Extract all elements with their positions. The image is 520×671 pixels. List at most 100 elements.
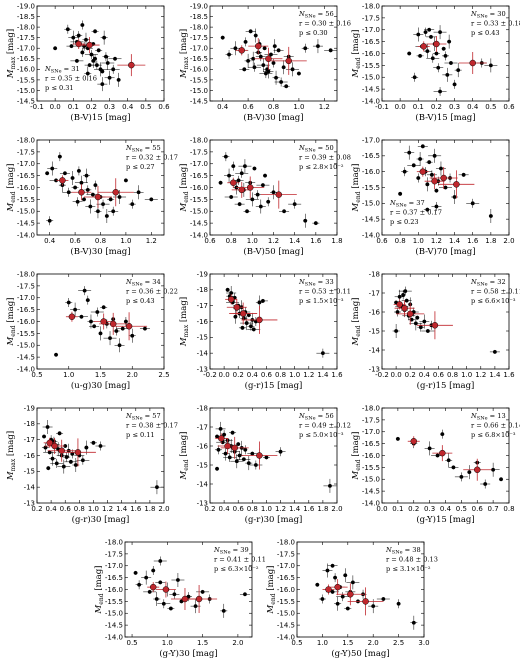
data-point	[240, 325, 245, 330]
data-area	[220, 28, 337, 89]
data-point	[255, 192, 260, 197]
x-tick-label: 1.2	[102, 505, 113, 513]
x-tick-label: 1.0	[88, 505, 99, 513]
axes-frame	[36, 5, 165, 102]
data-point	[222, 432, 227, 437]
x-tick-label: 1.8	[485, 237, 496, 245]
y-tick-label: -14.5	[362, 86, 380, 94]
y-tick-label: -18.0	[190, 136, 208, 144]
data-point	[398, 191, 403, 196]
data-point	[239, 171, 244, 176]
y-tick-label: -18.5	[17, 13, 35, 21]
binned-point	[51, 442, 58, 450]
y-tick-label: -15.5	[277, 598, 295, 606]
data-point	[467, 470, 472, 475]
y-tick-label: -14.5	[362, 216, 380, 224]
data-point	[272, 44, 277, 49]
data-point	[251, 56, 256, 61]
stat-line: r = 0.32 ± 0.17	[126, 154, 178, 162]
y-tick-label: -18.0	[277, 538, 295, 546]
data-area	[392, 286, 500, 354]
binned-point	[325, 586, 332, 593]
data-point	[143, 326, 147, 331]
y-tick-label: -18.0	[17, 24, 35, 32]
binned-point	[255, 42, 262, 50]
x-tick-label: 0.2	[408, 505, 419, 513]
y-tick-label: -16.0	[105, 586, 123, 594]
panel-p5: 0.6 0.8 1.0 1.2 1.4 1.6 1.8 -18.0 -17.5 -17.0 -16.…	[179, 136, 351, 257]
data-point	[434, 51, 439, 56]
data-point	[488, 214, 493, 218]
x-tick-label: 1.2	[146, 237, 157, 245]
y-tick-label: -16.5	[362, 152, 380, 160]
data-point	[215, 434, 219, 439]
y-tick-label: -14.0	[17, 365, 35, 373]
x-tick-label: -0.2	[203, 371, 217, 379]
data-point	[279, 80, 284, 84]
data-point	[252, 65, 257, 70]
data-point	[418, 53, 422, 58]
data-point	[151, 568, 156, 573]
x-tick-label: 0.4	[419, 371, 431, 379]
data-point	[395, 436, 400, 441]
data-point	[443, 53, 448, 58]
y-tick-label: -15	[24, 468, 35, 476]
x-tick-label: 0.3	[424, 505, 435, 513]
y-tick-label: -18.0	[17, 270, 35, 278]
data-area	[45, 152, 158, 226]
stat-line: p ≤ 3.1×10⁻²	[386, 565, 431, 573]
data-point	[230, 430, 235, 435]
stat-line: p ≤ 2.8×10⁻²	[299, 163, 344, 171]
data-point	[223, 154, 228, 159]
x-tick-label: 0.0	[391, 371, 402, 379]
binned-point	[256, 452, 263, 459]
y-tick-label: -15.0	[105, 610, 123, 618]
x-tick-label: -0.1	[375, 103, 389, 111]
data-point	[223, 451, 228, 456]
data-point	[87, 63, 92, 68]
x-tick-label: 0.6	[158, 103, 170, 111]
x-tick-label: 0.5	[140, 103, 151, 111]
x-axis-label: (B-V)15 [mag]	[70, 112, 130, 123]
y-tick-label: -18	[24, 420, 35, 428]
data-point	[147, 589, 152, 594]
x-tick-label: 0.8	[447, 371, 458, 379]
y-tick-label: -15.0	[17, 208, 35, 216]
y-tick-label: -16.0	[17, 318, 35, 326]
data-point	[54, 352, 58, 357]
data-point	[80, 458, 85, 463]
y-tick-label: -19.0	[17, 2, 35, 10]
data-point	[416, 32, 421, 37]
data-point	[488, 63, 493, 68]
data-point	[79, 180, 84, 185]
data-point	[320, 351, 325, 356]
data-point	[401, 293, 406, 297]
data-point	[68, 459, 73, 464]
data-point	[258, 204, 263, 209]
data-point	[218, 180, 223, 185]
x-tick-label: 1.4	[116, 505, 128, 513]
binned-point	[401, 304, 408, 312]
binned-point	[431, 177, 438, 185]
data-point	[161, 601, 166, 606]
data-point	[284, 84, 289, 89]
data-point	[418, 325, 423, 330]
data-point	[281, 65, 286, 70]
y-tick-label: -17.0	[190, 45, 208, 53]
data-point	[57, 154, 62, 159]
binned-point	[227, 296, 235, 303]
x-tick-label: 0.6	[472, 505, 484, 513]
y-tick-label: -15.5	[362, 464, 380, 472]
x-axis-label: (g-Y)50 [mag]	[331, 648, 389, 659]
data-point	[423, 30, 428, 35]
data-point	[101, 202, 105, 207]
data-point	[93, 183, 98, 188]
y-tick-label: -16.5	[277, 574, 295, 582]
data-point	[124, 178, 128, 183]
x-tick-label: 1.2	[431, 237, 442, 245]
x-tick-label: 2.0	[368, 639, 379, 647]
data-point	[237, 202, 242, 207]
stat-line: NSNe = 30	[470, 10, 506, 20]
data-point	[335, 601, 340, 606]
y-tick-label: -14.5	[17, 220, 35, 228]
